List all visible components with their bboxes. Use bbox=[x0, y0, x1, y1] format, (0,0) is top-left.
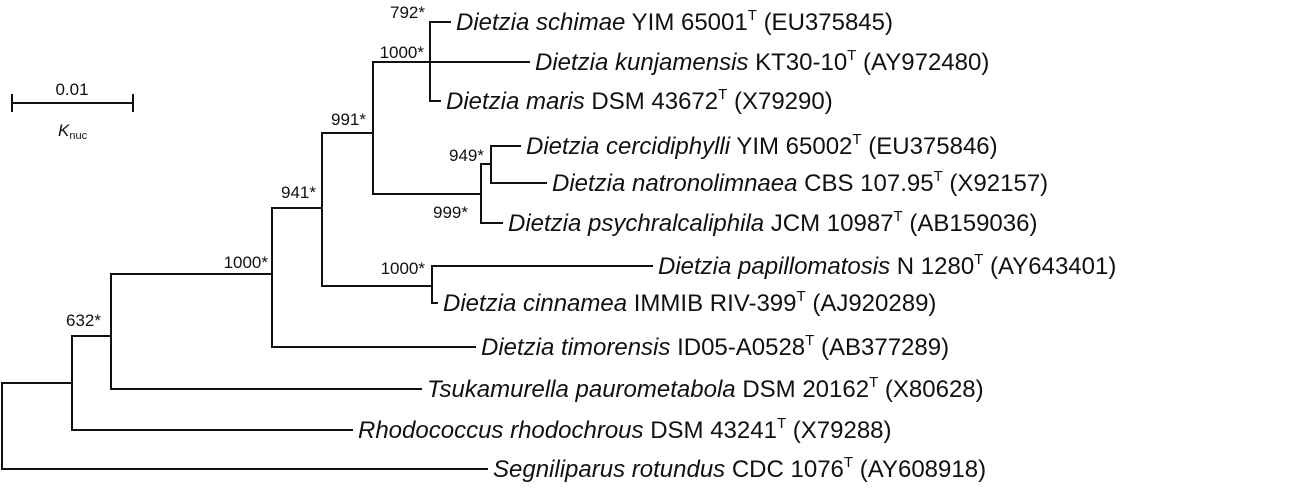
bootstrap-node-schimae: 792* bbox=[390, 3, 425, 22]
taxon-label-maris: Dietzia maris DSM 43672T (X79290) bbox=[446, 86, 833, 115]
bootstrap-node-991: 991* bbox=[331, 110, 366, 129]
taxon-label-segniliparus: Segniliparus rotundus CDC 1076T (AY60891… bbox=[493, 454, 986, 483]
taxon-label-psychralcaliphila: Dietzia psychralcaliphila JCM 10987T (AB… bbox=[508, 208, 1037, 237]
scale-bar: 0.01 Knuc bbox=[11, 80, 134, 142]
taxon-labels: Dietzia schimae YIM 65001T (EU375845) Di… bbox=[358, 7, 1116, 483]
taxon-label-natronolimnaea: Dietzia natronolimnaea CBS 107.95T (X921… bbox=[552, 168, 1048, 197]
tree-branches bbox=[1, 21, 653, 470]
taxon-label-timorensis: Dietzia timorensis ID05-A0528T (AB377289… bbox=[481, 332, 949, 361]
scale-bar-unit-symbol: K bbox=[58, 121, 70, 140]
taxon-label-rhodococcus: Rhodococcus rhodochrous DSM 43241T (X792… bbox=[358, 415, 892, 444]
bootstrap-node-999: 999* bbox=[433, 203, 468, 222]
taxon-label-tsukamurella: Tsukamurella paurometabola DSM 20162T (X… bbox=[427, 374, 984, 403]
bootstrap-labels: 792* 1000* 991* 949* 999* 941* 1000* 100… bbox=[66, 3, 484, 330]
taxon-label-schimae: Dietzia schimae YIM 65001T (EU375845) bbox=[456, 7, 893, 36]
bootstrap-node-papillomatosis: 1000* bbox=[381, 259, 426, 278]
bootstrap-node-dietzia-root: 1000* bbox=[224, 253, 269, 272]
bootstrap-node-632: 632* bbox=[66, 311, 101, 330]
bootstrap-node-949: 949* bbox=[449, 146, 484, 165]
taxon-label-papillomatosis: Dietzia papillomatosis N 1280T (AY643401… bbox=[658, 251, 1116, 280]
scale-bar-value: 0.01 bbox=[55, 80, 88, 99]
bootstrap-node-941: 941* bbox=[281, 183, 316, 202]
bootstrap-node-upper-dietzia: 1000* bbox=[380, 43, 425, 62]
scale-bar-unit-subscript: nuc bbox=[69, 130, 87, 142]
taxon-label-kunjamensis: Dietzia kunjamensis KT30-10T (AY972480) bbox=[535, 47, 989, 76]
taxon-label-cinnamea: Dietzia cinnamea IMMIB RIV-399T (AJ92028… bbox=[443, 288, 936, 317]
scale-bar-unit: Knuc bbox=[58, 121, 88, 142]
taxon-label-cercidiphylli: Dietzia cercidiphylli YIM 65002T (EU3758… bbox=[526, 131, 998, 160]
